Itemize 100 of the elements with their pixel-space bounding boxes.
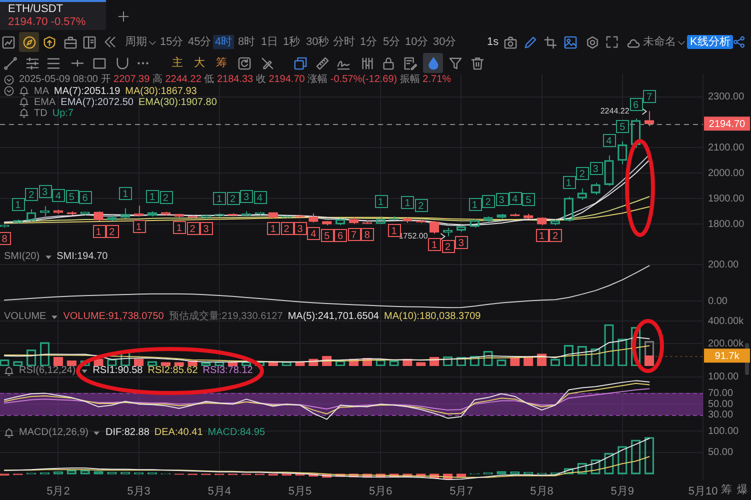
text: 15分: [160, 35, 184, 49]
y-tick-label: 50.00: [708, 447, 734, 458]
annotation: 4: [55, 190, 62, 202]
annotation: 8: [2, 234, 8, 245]
annotation: 1: [539, 230, 546, 242]
annotation: 2: [444, 242, 451, 253]
annotation: TD: [34, 108, 48, 118]
annotation: 1752.00: [398, 231, 428, 240]
annotation: 5: [68, 192, 75, 203]
text: 1日: [261, 35, 278, 49]
annotation: 2: [162, 192, 169, 204]
candlestick: [644, 110, 654, 127]
annotation: 7: [646, 92, 652, 103]
x-tick-label: 5月9: [610, 486, 634, 498]
annotation: 3: [297, 224, 304, 235]
y-tick-label: 2300.00: [708, 92, 745, 103]
annotation: MA: [34, 86, 49, 96]
annotation: 2: [284, 224, 290, 235]
text: 主: [172, 56, 183, 70]
x-tick-label: 5月7: [450, 486, 473, 498]
annotation: 2: [230, 194, 236, 205]
x-tick-label: 5月3: [127, 486, 150, 498]
text: 爆: [737, 483, 748, 497]
bar: [160, 362, 171, 366]
text: DEA:40.41: [154, 427, 203, 439]
annotation: 1: [149, 192, 156, 203]
x-tick-label: 5月5: [288, 486, 312, 498]
text: 1分: [360, 35, 378, 49]
annotation: 2194.70: [708, 118, 746, 130]
annotation: 2: [109, 226, 116, 238]
text: 未命名: [643, 35, 676, 49]
annotation: 3: [458, 238, 464, 249]
chart-title: VOLUME: [4, 311, 46, 323]
y-tick-label: 0.00: [708, 296, 728, 307]
annotation: 2244.22: [600, 106, 630, 116]
annotation: 7: [350, 230, 357, 241]
annotation: 4: [512, 194, 518, 205]
annotation: 2: [418, 200, 424, 212]
y-tick-label: 2100.00: [708, 142, 745, 154]
annotation: 4: [256, 192, 263, 204]
x-tick-label: 5月6: [368, 486, 392, 498]
text: MA(5):241,701.6504: [288, 311, 379, 323]
annotation: 1: [270, 224, 276, 235]
text: 1s: [487, 35, 499, 49]
text: 45分: [188, 35, 212, 49]
annotation: 1: [122, 188, 129, 200]
text: RSI2:85.62: [148, 365, 198, 377]
text: MA(30):1867.93: [125, 86, 197, 96]
annotation: 1: [472, 200, 478, 211]
text: 8时: [238, 35, 256, 49]
annotation: 5: [526, 194, 532, 206]
annotation: 5: [620, 122, 626, 133]
annotation: 1: [378, 196, 384, 208]
annotation: 3: [203, 224, 210, 235]
text: 1秒: [283, 35, 300, 49]
annotation: Up:7: [52, 108, 74, 118]
annotation: 2: [579, 168, 586, 180]
tab: ETH/USDT 2194.70 -0.57%: [0, 0, 106, 30]
annotation: 1: [404, 198, 411, 209]
x-tick-label: 5月2: [46, 486, 70, 498]
annotation: 1: [391, 226, 398, 237]
text: 分时: [333, 35, 355, 49]
bar: [174, 362, 184, 366]
text: 5分: [383, 35, 400, 49]
text: 预估成交量:219,330.6127: [168, 311, 283, 323]
y-tick-label: 200.00k: [708, 338, 745, 350]
text: MA(7):2051.19: [54, 86, 120, 96]
text: MA(10):180,038.3709: [384, 311, 481, 323]
annotation: 1: [432, 240, 438, 251]
annotation: 2: [190, 224, 196, 235]
y-tick-label: 200.00: [708, 259, 740, 270]
text: RSI3:78.12: [202, 365, 253, 377]
text: 30秒: [306, 35, 330, 49]
annotation: 3: [592, 164, 599, 175]
chart-title: MACD(12,26,9): [19, 427, 88, 439]
text: 大: [194, 56, 205, 70]
text: 周期: [125, 35, 147, 49]
annotation: 2: [485, 196, 492, 208]
text: 2025-05-09 08:00 开 2207.39 高 2244.22 低 2184.33 收 2194.70 涨幅 -0.57%(-12.69) 振幅 2.71%: [19, 74, 452, 85]
chart-title: RSI(6,12,24): [19, 365, 76, 377]
y-tick-label: 400.00k: [708, 316, 745, 327]
text: EMA(30):1907.80: [138, 96, 217, 108]
annotation: 3: [243, 192, 250, 203]
annotation: EMA: [34, 96, 56, 108]
text: 4时: [213, 35, 234, 49]
annotation: 6: [633, 100, 640, 111]
annotation: 1: [566, 178, 572, 189]
annotation: 1: [96, 226, 102, 238]
annotation: 2: [28, 190, 35, 201]
y-tick-label: 30.00: [708, 410, 734, 421]
annotation: 8: [364, 230, 370, 241]
text: DIF:82.88: [105, 427, 150, 439]
text: EMA(7):2072.50: [60, 96, 134, 108]
annotation: 91.7k: [714, 350, 740, 362]
annotation: 1: [176, 222, 182, 234]
annotation: 4: [606, 136, 612, 147]
y-tick-label: 70.00: [708, 388, 734, 399]
annotation: 6: [82, 192, 88, 204]
x-tick-label: 5月4: [208, 486, 232, 498]
annotation: 6: [338, 230, 344, 242]
